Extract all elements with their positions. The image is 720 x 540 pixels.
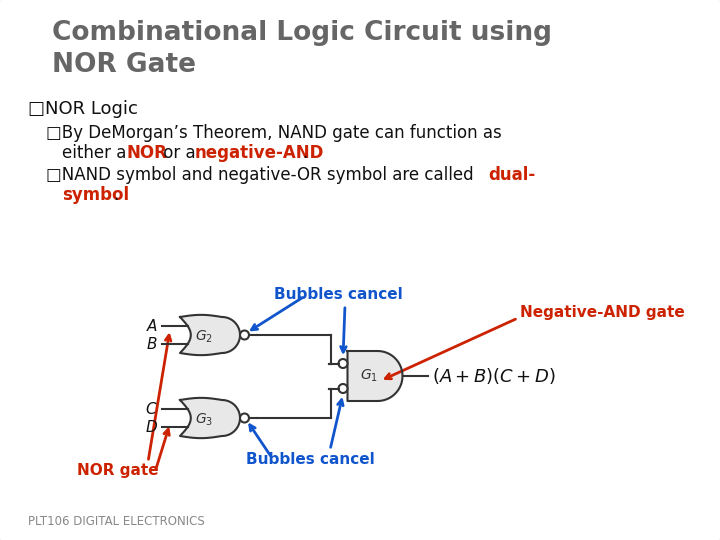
Circle shape [240,330,249,340]
Text: $(A+B)(C+D)$: $(A+B)(C+D)$ [431,366,555,386]
Text: $G_3$: $G_3$ [195,412,213,428]
Text: $D$: $D$ [145,418,158,435]
Circle shape [240,414,249,422]
Text: NOR gate: NOR gate [77,463,159,478]
Text: □NOR Logic: □NOR Logic [28,100,138,118]
Text: $B$: $B$ [146,336,158,352]
Circle shape [338,359,348,368]
Text: Negative-AND gate: Negative-AND gate [520,305,685,320]
Text: □By DeMorgan’s Theorem, NAND gate can function as: □By DeMorgan’s Theorem, NAND gate can fu… [46,124,502,142]
Text: $G_2$: $G_2$ [195,329,213,345]
Text: NOR Gate: NOR Gate [52,52,196,78]
Text: Combinational Logic Circuit using: Combinational Logic Circuit using [52,20,552,46]
Text: .: . [113,186,118,204]
Text: or a: or a [158,144,201,162]
Polygon shape [348,351,402,401]
Text: $C$: $C$ [145,401,158,417]
Text: Bubbles cancel: Bubbles cancel [274,287,402,302]
Text: Bubbles cancel: Bubbles cancel [246,452,374,467]
Text: $A$: $A$ [145,319,158,334]
Polygon shape [180,398,240,438]
Text: $G_1$: $G_1$ [360,368,378,384]
Text: □NAND symbol and negative-OR symbol are called: □NAND symbol and negative-OR symbol are … [46,166,479,184]
Text: NOR: NOR [127,144,168,162]
Text: dual-: dual- [488,166,535,184]
Text: symbol: symbol [62,186,129,204]
Text: PLT106 DIGITAL ELECTRONICS: PLT106 DIGITAL ELECTRONICS [28,515,204,528]
Polygon shape [180,315,240,355]
Circle shape [338,384,348,393]
Text: either a: either a [62,144,132,162]
Text: .: . [302,144,307,162]
Text: negative-AND: negative-AND [195,144,325,162]
